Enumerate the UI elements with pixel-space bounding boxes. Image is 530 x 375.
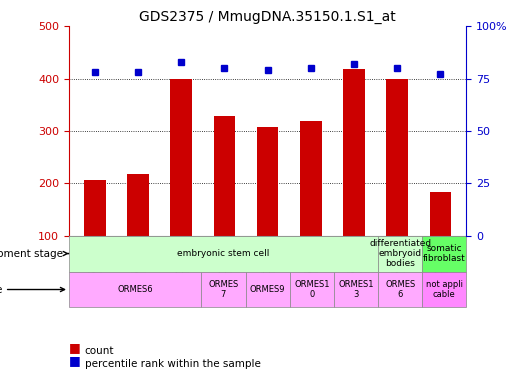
FancyBboxPatch shape	[422, 272, 466, 308]
Text: embryonic stem cell: embryonic stem cell	[178, 249, 270, 258]
FancyBboxPatch shape	[378, 272, 422, 308]
FancyBboxPatch shape	[290, 272, 334, 308]
Text: ORMES
6: ORMES 6	[385, 280, 416, 299]
Title: GDS2375 / MmugDNA.35150.1.S1_at: GDS2375 / MmugDNA.35150.1.S1_at	[139, 10, 396, 24]
FancyBboxPatch shape	[378, 236, 422, 272]
Text: cell line: cell line	[0, 285, 65, 294]
Bar	[300, 121, 322, 236]
Text: ORMES1
3: ORMES1 3	[338, 280, 374, 299]
Bar	[84, 180, 105, 236]
Text: ORMES1
0: ORMES1 0	[294, 280, 330, 299]
Text: ■: ■	[69, 340, 81, 354]
FancyBboxPatch shape	[201, 272, 245, 308]
Bar	[127, 174, 149, 236]
Text: ORMES
7: ORMES 7	[208, 280, 239, 299]
FancyBboxPatch shape	[69, 272, 201, 308]
Bar	[386, 79, 408, 236]
Text: development stage: development stage	[0, 249, 68, 258]
Bar	[343, 69, 365, 236]
Bar	[214, 116, 235, 236]
Bar	[430, 192, 451, 236]
FancyBboxPatch shape	[334, 272, 378, 308]
Text: not appli
cable: not appli cable	[426, 280, 463, 299]
Text: count: count	[85, 346, 114, 355]
Text: somatic
fibroblast: somatic fibroblast	[423, 244, 466, 263]
Bar	[171, 79, 192, 236]
FancyBboxPatch shape	[422, 236, 466, 272]
Text: ORMES6: ORMES6	[117, 285, 153, 294]
Text: ORMES9: ORMES9	[250, 285, 285, 294]
Bar	[257, 127, 278, 236]
FancyBboxPatch shape	[245, 272, 290, 308]
FancyBboxPatch shape	[69, 236, 378, 272]
Text: percentile rank within the sample: percentile rank within the sample	[85, 359, 261, 369]
Text: ■: ■	[69, 354, 81, 367]
Text: differentiated
embryoid
bodies: differentiated embryoid bodies	[369, 238, 431, 268]
